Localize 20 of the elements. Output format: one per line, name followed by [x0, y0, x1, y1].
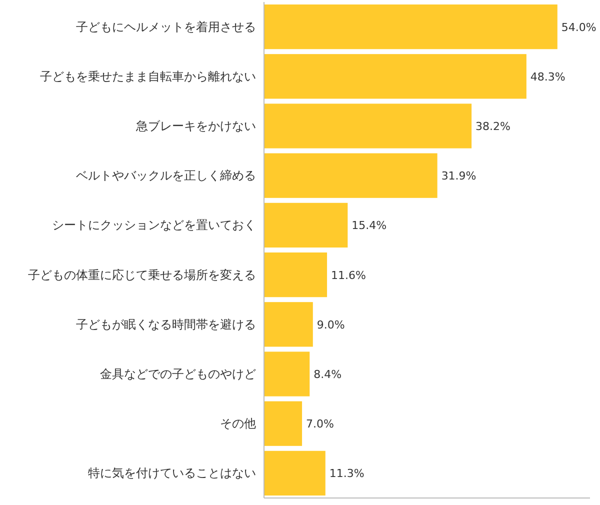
data-label: 7.0%	[306, 418, 334, 431]
data-label: 54.0%	[561, 20, 596, 34]
y-tick-label: 子どもにヘルメットを着用させる	[76, 20, 256, 34]
data-label: 15.4%	[352, 219, 387, 232]
y-tick-label: 子どもが眠くなる時間帯を避ける	[76, 317, 256, 332]
y-tick-label: 子どもを乗せたまま自転車から離れない	[40, 69, 256, 84]
y-tick-label: シートにクッションなどを置いておく	[52, 218, 256, 232]
y-tick-label: その他	[220, 416, 256, 431]
y-tick-label: ベルトやバックルを正しく締める	[76, 168, 256, 183]
data-label: 11.3%	[329, 467, 364, 480]
data-label: 11.6%	[331, 268, 366, 282]
y-tick-label: 特に気を付けていることはない	[88, 466, 256, 480]
data-label: 8.4%	[314, 368, 342, 381]
data-label: 48.3%	[530, 70, 566, 84]
data-label: 9.0%	[316, 318, 345, 332]
y-tick-label: 子どもの体重に応じて乗せる場所を変える	[28, 268, 256, 282]
y-tick-label: 急ブレーキをかけない	[135, 119, 256, 133]
y-tick-label: 金具などでの子どものやけど	[100, 367, 256, 381]
data-label: 31.9%	[441, 170, 476, 183]
data-label: 38.2%	[476, 120, 511, 133]
